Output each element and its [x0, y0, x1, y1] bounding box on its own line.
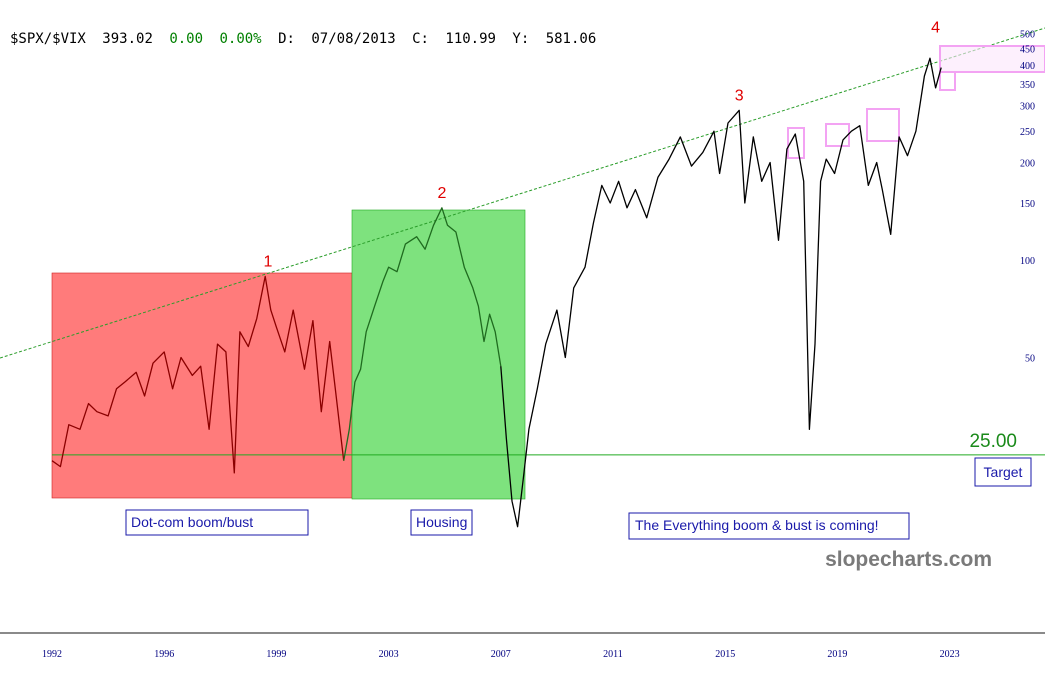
watermark: slopecharts.com [825, 548, 992, 571]
target-label: Target [984, 464, 1023, 480]
everything-annotation: The Everything boom & bust is coming! [635, 517, 879, 533]
peak-labels: 1 2 3 4 [264, 19, 941, 270]
y-tick-label: 400 [1020, 61, 1035, 72]
header-change-pct: 0.00% [219, 31, 262, 47]
peak-label-4: 4 [931, 19, 940, 36]
target-label-box [974, 457, 1032, 487]
x-tick-label: 2003 [379, 649, 399, 660]
x-tick-label: 1992 [42, 649, 62, 660]
y-axis: 500 450 400 350 300 250 200 150 100 50 [1020, 30, 1035, 365]
header-date-label: D: [278, 31, 295, 47]
x-tick-label: 2023 [940, 649, 960, 660]
x-tick-label: 2019 [827, 649, 847, 660]
dotcom-series-line [51, 275, 345, 474]
x-tick-label: 2011 [603, 649, 623, 660]
housing-annotation-box [410, 509, 473, 536]
housing-annotation: Housing [416, 514, 467, 530]
peak-label-1: 1 [264, 253, 273, 270]
x-tick-label: 1999 [266, 649, 286, 660]
y-tick-label: 200 [1020, 159, 1035, 170]
y-tick-label: 450 [1020, 45, 1035, 56]
y-tick-label: 100 [1020, 256, 1035, 267]
header-change: 0.00 [169, 31, 203, 47]
pink-box [939, 71, 956, 91]
x-tick-label: 2015 [715, 649, 735, 660]
x-axis: 1992 1996 1999 2003 2007 2011 2015 2019 2023 [42, 649, 960, 660]
peak-label-2: 2 [437, 185, 446, 202]
resistance-trendline [0, 27, 1045, 359]
dotcom-annotation: Dot-com boom/bust [131, 514, 253, 530]
header-y-value: 581.06 [546, 31, 597, 47]
y-tick-label: 350 [1020, 80, 1035, 91]
pink-box [866, 108, 900, 142]
x-tick-label: 1996 [154, 649, 174, 660]
dotcom-region-box [51, 272, 353, 499]
header-symbol: $SPX/$VIX [10, 31, 86, 47]
dotcom-annotation-box [125, 509, 309, 536]
y-tick-label: 300 [1020, 102, 1035, 113]
header-y-label: Y: [512, 31, 529, 47]
everything-annotation-box [628, 512, 910, 540]
y-tick-label: 250 [1020, 127, 1035, 138]
y-tick-label: 150 [1020, 199, 1035, 210]
target-value-text: 25.00 [969, 431, 1017, 452]
housing-series-line [343, 207, 502, 461]
pink-box [939, 45, 1045, 73]
y-tick-label: 500 [1020, 30, 1035, 41]
pink-highlight-boxes [787, 45, 1045, 159]
peak-label-3: 3 [735, 87, 744, 104]
header-c-value: 110.99 [445, 31, 496, 47]
pink-box [825, 123, 850, 147]
y-tick-label: 50 [1025, 353, 1035, 364]
everything-series-line [500, 57, 942, 528]
header-date: 07/08/2013 [311, 31, 395, 47]
pink-box [787, 127, 805, 159]
x-tick-label: 2007 [491, 649, 511, 660]
header-last: 393.02 [102, 31, 153, 47]
housing-region-box [351, 209, 526, 500]
header-c-label: C: [412, 31, 429, 47]
price-series [51, 57, 942, 528]
header-quote: $SPX/$VIX 393.02 0.00 0.00% D: 07/08/201… [10, 31, 596, 47]
